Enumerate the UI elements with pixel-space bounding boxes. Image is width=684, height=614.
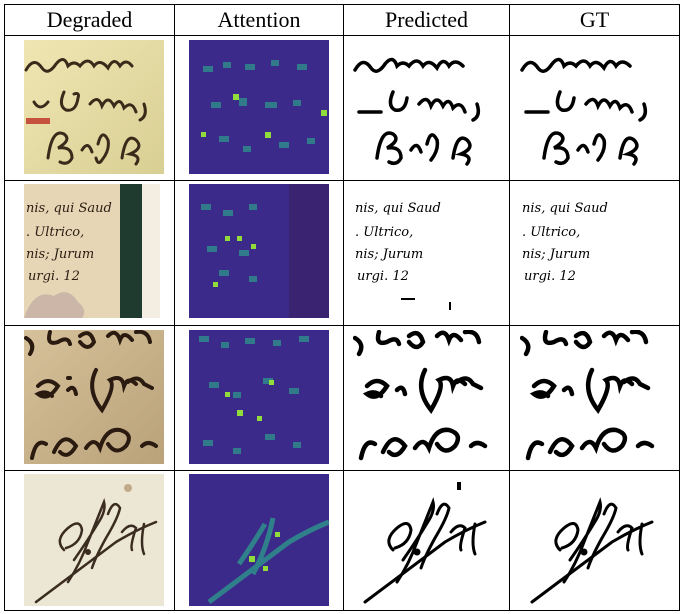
degraded-image	[24, 474, 164, 606]
degraded-image: nis, qui Saud . Ultrico, nis; Jurum urgi…	[24, 184, 160, 318]
svg-text:. Ultrico,: . Ultrico,	[355, 225, 413, 240]
svg-text:nis; Jurum: nis; Jurum	[522, 247, 590, 262]
ground-truth-image	[520, 474, 666, 606]
header-gt: GT	[579, 7, 610, 32]
attention-map	[189, 330, 329, 464]
header-degraded: Degraded	[46, 7, 133, 32]
table-top-rule	[4, 4, 680, 5]
attention-map	[189, 184, 329, 318]
table-right-rule	[679, 4, 680, 610]
ground-truth-image	[520, 330, 666, 464]
header-attention: Attention	[217, 7, 301, 32]
column-divider	[174, 4, 175, 610]
column-divider	[343, 4, 344, 610]
predicted-image	[353, 40, 500, 174]
svg-text:. Ultrico,: . Ultrico,	[522, 225, 580, 240]
header-rule	[4, 35, 680, 36]
svg-text:urgi. 12: urgi. 12	[524, 269, 576, 284]
predicted-image	[353, 330, 500, 464]
svg-text:urgi. 12: urgi. 12	[357, 269, 409, 284]
table-bottom-rule	[4, 610, 680, 611]
attention-map	[189, 474, 329, 606]
row-divider	[4, 470, 680, 471]
predicted-image: nis, qui Saud . Ultrico, nis; Jurum urgi…	[353, 184, 500, 318]
attention-map	[189, 40, 329, 174]
column-divider	[509, 4, 510, 610]
svg-text:. Ultrico,: . Ultrico,	[26, 225, 84, 240]
row-divider	[4, 180, 680, 181]
degraded-image	[24, 40, 164, 174]
degraded-image	[24, 330, 164, 464]
svg-text:nis; Jurum: nis; Jurum	[26, 247, 94, 262]
svg-text:nis, qui Saud: nis, qui Saud	[522, 201, 608, 216]
svg-text:nis; Jurum: nis; Jurum	[355, 247, 423, 262]
predicted-image	[353, 474, 500, 606]
header-predicted: Predicted	[384, 7, 469, 32]
table-left-rule	[4, 4, 5, 610]
svg-text:urgi. 12: urgi. 12	[28, 269, 80, 284]
row-divider	[4, 325, 680, 326]
svg-text:nis, qui Saud: nis, qui Saud	[355, 201, 441, 216]
ground-truth-image: nis, qui Saud . Ultrico, nis; Jurum urgi…	[520, 184, 666, 318]
ground-truth-image	[520, 40, 666, 174]
svg-text:nis, qui Saud: nis, qui Saud	[26, 201, 112, 216]
